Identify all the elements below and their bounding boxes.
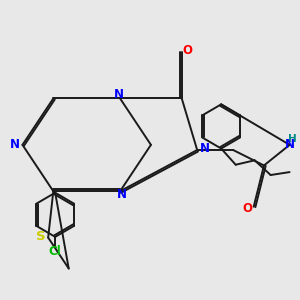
- Text: O: O: [243, 202, 253, 215]
- Text: S: S: [36, 230, 46, 243]
- Text: N: N: [114, 88, 124, 100]
- Text: N: N: [117, 188, 127, 201]
- Text: N: N: [200, 142, 209, 155]
- Text: H: H: [288, 134, 297, 144]
- Text: Cl: Cl: [49, 245, 61, 258]
- Text: N: N: [10, 138, 20, 151]
- Text: O: O: [183, 44, 193, 57]
- Text: N: N: [285, 138, 295, 151]
